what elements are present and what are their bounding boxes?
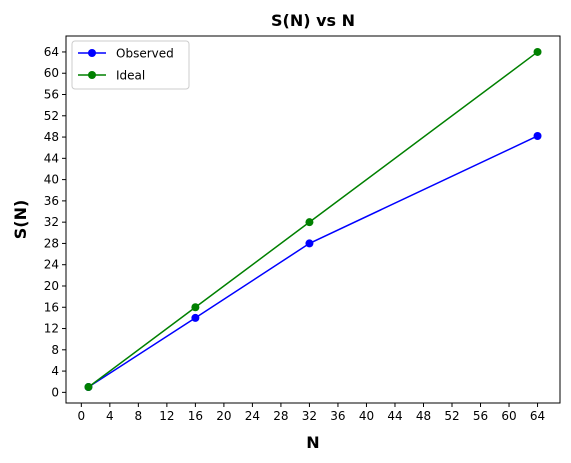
- series-layer: [84, 47, 542, 392]
- legend-label-ideal: Ideal: [116, 69, 145, 83]
- series-line-observed: [88, 135, 538, 388]
- ticks-layer: 0 4 8 12 16 20 24 28 32 36 40 44 48 52 56 60 64048121620…: [44, 45, 545, 423]
- x-tick-label: 60: [501, 409, 516, 423]
- x-tick-label: 32: [302, 409, 317, 423]
- data-point-observed: [305, 239, 314, 248]
- x-tick-label: 36: [330, 409, 345, 423]
- x-axis-label: N: [306, 433, 319, 452]
- y-tick-label: 12: [44, 322, 59, 336]
- y-tick-label: 40: [44, 173, 59, 187]
- x-tick-label: 4: [106, 409, 114, 423]
- data-point-observed: [191, 313, 200, 322]
- data-point-ideal: [533, 47, 542, 56]
- legend-marker-ideal: [88, 71, 96, 79]
- x-tick-label: 64: [530, 409, 545, 423]
- y-tick-label: 52: [44, 109, 59, 123]
- y-tick-label: 60: [44, 66, 59, 80]
- y-tick-label: 48: [44, 130, 59, 144]
- chart-title: S(N) vs N: [271, 11, 355, 30]
- x-tick-label: 24: [245, 409, 260, 423]
- x-tick-label: 52: [444, 409, 459, 423]
- y-tick-label: 32: [44, 215, 59, 229]
- series-line-ideal: [88, 51, 538, 388]
- y-tick-label: 28: [44, 236, 59, 250]
- plot-frame: [65, 35, 561, 404]
- legend-marker-observed: [88, 49, 96, 57]
- y-tick-label: 64: [44, 45, 59, 59]
- y-axis-label: S(N): [11, 200, 30, 240]
- y-tick-label: 24: [44, 258, 59, 272]
- data-point-ideal: [84, 383, 93, 392]
- x-tick-label: 28: [273, 409, 288, 423]
- data-point-ideal: [191, 303, 200, 312]
- legend-label-observed: Observed: [116, 47, 174, 61]
- data-point-observed: [533, 131, 542, 140]
- x-tick-label: 8: [135, 409, 143, 423]
- y-tick-label: 16: [44, 300, 59, 314]
- x-tick-label: 16: [188, 409, 203, 423]
- x-tick-label: 12: [159, 409, 174, 423]
- x-tick-label: 48: [416, 409, 431, 423]
- data-point-ideal: [305, 218, 314, 227]
- y-tick-label: 4: [51, 364, 59, 378]
- y-tick-label: 56: [44, 88, 59, 102]
- y-tick-label: 44: [44, 151, 59, 165]
- x-tick-label: 40: [359, 409, 374, 423]
- y-tick-label: 20: [44, 279, 59, 293]
- legend: Observed Ideal: [71, 40, 190, 90]
- y-tick-label: 0: [51, 385, 59, 399]
- y-tick-label: 36: [44, 194, 59, 208]
- x-tick-label: 44: [387, 409, 402, 423]
- y-tick-label: 8: [51, 343, 59, 357]
- x-tick-label: 56: [473, 409, 488, 423]
- x-tick-label: 20: [216, 409, 231, 423]
- x-tick-label: 0: [78, 409, 86, 423]
